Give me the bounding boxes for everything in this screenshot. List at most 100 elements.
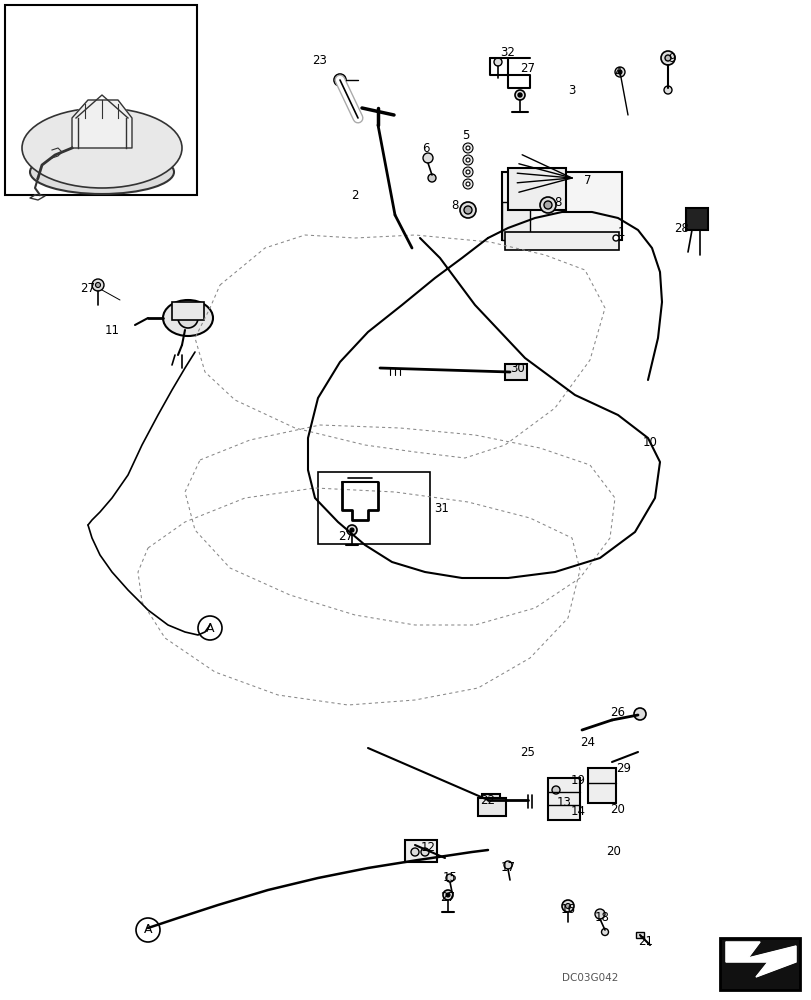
Bar [318,472,430,544]
Bar [501,202,530,240]
Circle shape [198,616,221,640]
Circle shape [561,900,573,912]
Circle shape [445,874,453,882]
Text: 14: 14 [570,805,585,818]
Bar [501,172,621,240]
Bar [547,778,579,820]
Text: 8: 8 [554,196,561,209]
Circle shape [664,55,670,61]
Text: 3: 3 [568,84,575,97]
Circle shape [350,528,354,532]
Text: 29: 29 [616,762,631,774]
Text: 1: 1 [616,226,624,239]
Circle shape [463,206,471,214]
Circle shape [517,93,521,97]
Text: 19: 19 [570,774,585,786]
Text: 18: 18 [594,911,609,924]
Circle shape [466,182,470,186]
Text: 4: 4 [613,66,621,79]
Circle shape [633,708,646,720]
Text: 22: 22 [480,793,495,806]
Circle shape [423,153,432,163]
Text: A: A [205,621,214,634]
Circle shape [594,909,604,919]
Circle shape [410,848,418,856]
Circle shape [466,170,470,174]
Text: 7: 7 [584,174,591,187]
Text: 23: 23 [312,54,327,67]
Text: 21: 21 [637,935,653,948]
Bar [5,5,197,195]
Circle shape [466,146,470,150]
Ellipse shape [163,300,212,336]
Circle shape [614,67,624,77]
Bar [504,364,526,380]
Text: 12: 12 [420,841,435,854]
Circle shape [462,143,473,153]
Text: 24: 24 [580,735,594,748]
Text: 9: 9 [667,52,675,65]
Text: 17: 17 [500,861,515,874]
Circle shape [427,174,436,182]
Circle shape [96,282,101,288]
Text: 15: 15 [442,871,457,884]
Ellipse shape [22,108,182,188]
Text: 20: 20 [610,803,624,816]
Text: 16: 16 [560,903,575,916]
Circle shape [612,235,618,241]
Text: 27: 27 [338,530,353,544]
Text: 28: 28 [674,222,689,235]
Text: DC03G042: DC03G042 [561,973,617,983]
Text: 26: 26 [610,706,624,718]
Circle shape [462,155,473,165]
Circle shape [346,525,357,535]
Bar [719,938,799,990]
Circle shape [333,74,345,86]
Text: 30: 30 [510,361,525,374]
Text: 31: 31 [434,502,448,514]
Circle shape [135,918,160,942]
Circle shape [460,202,475,218]
Bar [685,208,707,230]
Circle shape [420,848,428,856]
Circle shape [514,90,525,100]
Circle shape [512,196,519,204]
Circle shape [462,179,473,189]
Text: 5: 5 [461,129,469,142]
Circle shape [601,928,607,935]
Circle shape [660,51,674,65]
Bar [504,232,618,250]
Text: 11: 11 [105,324,119,336]
Text: 32: 32 [500,46,515,59]
Bar [405,840,436,862]
Bar [478,798,505,816]
Text: A: A [144,923,152,936]
Text: 20: 20 [606,845,620,858]
Circle shape [178,308,198,328]
Circle shape [551,786,560,794]
Circle shape [617,70,621,74]
Text: 27: 27 [520,62,534,75]
Polygon shape [725,942,795,977]
Bar [172,302,204,320]
Circle shape [504,861,512,869]
Circle shape [539,197,556,213]
Text: 8: 8 [451,199,458,212]
Circle shape [92,279,104,291]
Text: 2: 2 [351,189,358,202]
Text: 27: 27 [80,282,96,294]
Bar [508,168,565,210]
Bar [587,768,616,803]
Text: 6: 6 [422,142,429,155]
Text: 25: 25 [520,745,534,758]
Text: 10: 10 [642,436,657,448]
Text: 13: 13 [556,795,571,808]
Circle shape [445,893,449,897]
Circle shape [466,158,470,162]
Bar [482,794,500,808]
Bar [635,932,643,938]
Ellipse shape [30,150,174,194]
Circle shape [462,167,473,177]
Circle shape [543,201,551,209]
Circle shape [493,58,501,66]
